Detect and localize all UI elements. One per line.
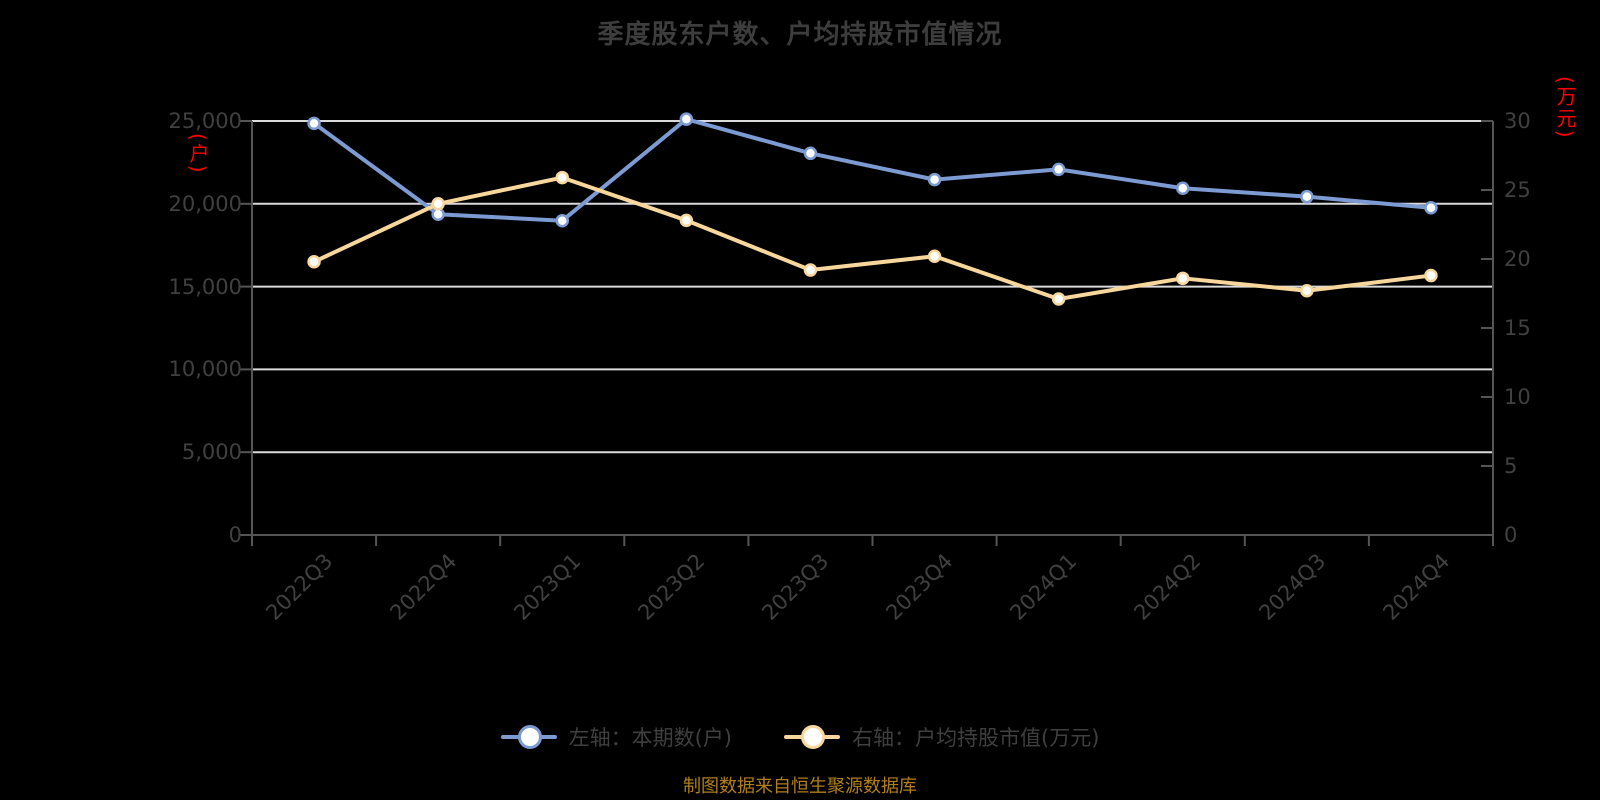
- series-line-blue: [312, 117, 1432, 223]
- left-axis-tick-label: 15,000: [168, 274, 242, 299]
- legend-label: 右轴：户均持股市值(万元): [852, 726, 1100, 750]
- chart-title: 季度股东户数、户均持股市值情况: [597, 20, 1003, 50]
- left-axis-tick-label: 20,000: [168, 191, 242, 216]
- right-axis-tick-label: 25: [1504, 178, 1531, 202]
- data-point-2024Q2[interactable]: [1176, 271, 1190, 286]
- data-point-2022Q3[interactable]: [307, 255, 321, 269]
- data-point-2024Q4[interactable]: [1424, 268, 1438, 283]
- right-axis-tick-label: 20: [1504, 247, 1531, 271]
- data-source-note: 制图数据来自恒生聚源数据库: [683, 776, 917, 797]
- left-axis-tick-label: 0: [228, 523, 242, 547]
- right-axis-tick-label: 10: [1504, 385, 1531, 409]
- data-point-2023Q3[interactable]: [803, 263, 818, 277]
- blue-line-marker-icon: [500, 724, 557, 750]
- right-axis-tick-label: 15: [1504, 316, 1531, 340]
- left-axis-tick-label: 10,000: [168, 357, 242, 382]
- right-axis-tick-label: 5: [1504, 454, 1518, 478]
- left-axis-tick-label: 5,000: [181, 440, 242, 465]
- data-point-2023Q1[interactable]: [555, 213, 569, 228]
- data-point-2022Q3[interactable]: [307, 116, 321, 131]
- data-point-2023Q2[interactable]: [679, 112, 694, 126]
- legend-item-holding-value[interactable]: 右轴：户均持股市值(万元): [784, 722, 1099, 752]
- data-point-2023Q1[interactable]: [555, 170, 569, 185]
- data-point-2023Q4[interactable]: [927, 249, 942, 263]
- data-point-2024Q2[interactable]: [1176, 181, 1190, 195]
- data-point-2024Q3[interactable]: [1300, 283, 1314, 298]
- left-axis-unit-label: (户): [186, 133, 210, 175]
- right-axis-tick-label: 30: [1504, 109, 1531, 133]
- legend: 左轴：本期数(户) 右轴：户均持股市值(万元): [0, 722, 1600, 752]
- data-point-2024Q1[interactable]: [1051, 162, 1066, 177]
- series-line-yellow: [313, 175, 1432, 302]
- data-point-2024Q3[interactable]: [1300, 189, 1314, 204]
- legend-label: 左轴：本期数(户): [568, 726, 732, 750]
- data-point-2023Q4[interactable]: [927, 172, 942, 187]
- right-axis-unit-label: (万元): [1553, 76, 1577, 140]
- data-point-2023Q3[interactable]: [803, 146, 818, 161]
- data-point-2023Q2[interactable]: [679, 213, 694, 228]
- yellow-line-marker-icon: [784, 724, 840, 750]
- left-axis-tick-label: 25,000: [168, 109, 242, 133]
- data-point-2024Q4[interactable]: [1424, 201, 1438, 215]
- data-point-2024Q1[interactable]: [1051, 292, 1066, 306]
- data-point-2022Q4[interactable]: [431, 197, 445, 211]
- legend-item-shareholder-count[interactable]: 左轴：本期数(户): [500, 722, 732, 752]
- right-axis-tick-label: 0: [1504, 523, 1518, 547]
